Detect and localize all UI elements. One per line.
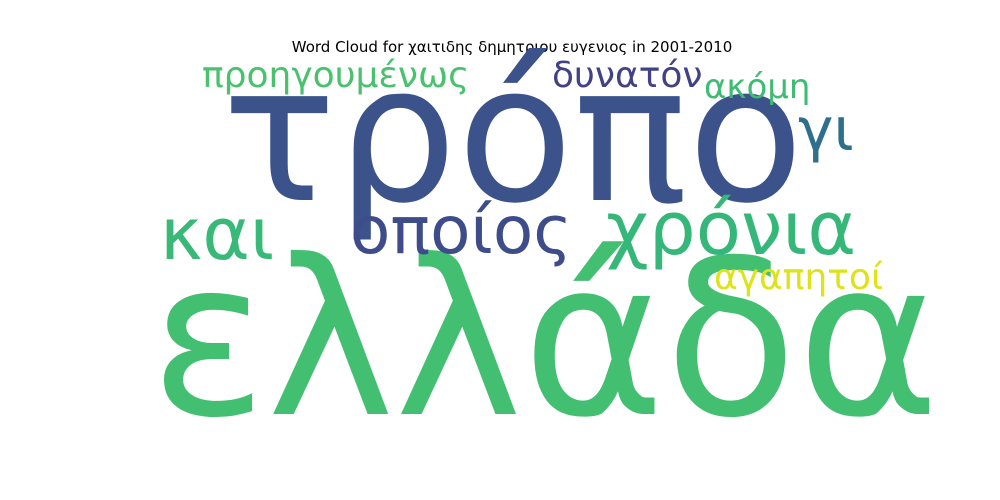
figure-title: Word Cloud for χαιτιδης δημητριου ευγενι… xyxy=(291,38,733,56)
cloud-word-dynaton: δυνατόν xyxy=(552,55,703,96)
cloud-word-kai: και xyxy=(160,192,275,276)
cloud-word-ellada: ελλάδα xyxy=(150,214,940,465)
cloud-word-gi: γι xyxy=(798,95,854,165)
cloud-word-tropo: τρόπο xyxy=(222,24,804,245)
cloud-word-opoios: οποίος xyxy=(350,192,572,269)
cloud-word-akomi: ακόμη xyxy=(704,67,811,107)
cloud-word-chronia: χρόνια xyxy=(606,186,857,272)
cloud-word-proigoumenos: προηγουμένως xyxy=(202,55,470,96)
cloud-word-agapitoi: αγαπητοί xyxy=(714,257,884,298)
